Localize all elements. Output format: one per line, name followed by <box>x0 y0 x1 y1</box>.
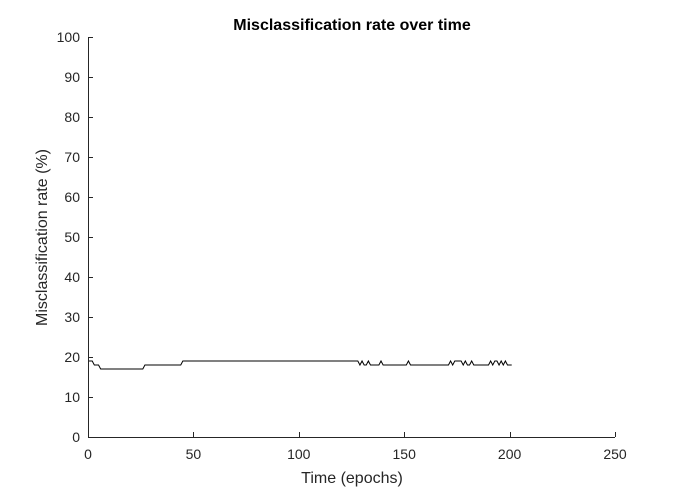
y-tick-label: 60 <box>64 189 80 205</box>
series-line <box>88 359 512 370</box>
y-tick-label: 50 <box>64 229 80 245</box>
y-axis-label: Misclassification rate (%) <box>34 149 51 326</box>
y-tick-label: 70 <box>64 149 80 165</box>
y-tick-label: 80 <box>64 109 80 125</box>
y-tick-label: 40 <box>64 269 80 285</box>
y-tick-label: 100 <box>57 29 81 45</box>
x-tick-label: 150 <box>393 446 417 462</box>
x-tick-label: 250 <box>603 446 627 462</box>
chart-title: Misclassification rate over time <box>233 17 471 34</box>
x-tick-label: 0 <box>84 446 92 462</box>
x-axis-ticks: 0 50 100 150 200 250 <box>84 432 627 462</box>
y-tick-label: 30 <box>64 309 80 325</box>
x-tick-label: 100 <box>287 446 311 462</box>
x-tick-label: 50 <box>186 446 202 462</box>
y-tick-label: 90 <box>64 69 80 85</box>
y-tick-label: 20 <box>64 349 80 365</box>
y-tick-label: 0 <box>72 429 80 445</box>
y-axis-ticks: 0 10 20 30 40 50 60 70 80 90 100 <box>57 29 93 445</box>
y-tick-label: 10 <box>64 389 80 405</box>
x-tick-label: 200 <box>498 446 522 462</box>
x-axis-label: Time (epochs) <box>301 470 403 487</box>
